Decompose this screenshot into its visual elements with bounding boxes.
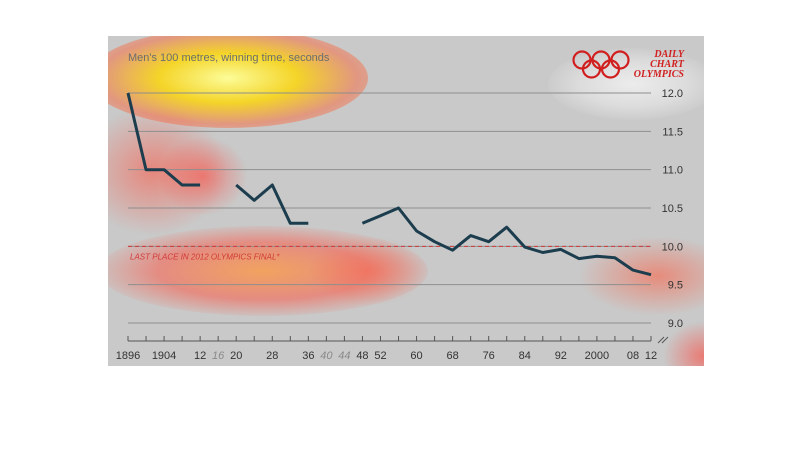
y-tick-label: 9.5: [668, 280, 683, 292]
x-tick-label: 76: [483, 350, 495, 362]
x-tick-label: 1904: [152, 350, 176, 362]
logo-line: DAILY: [654, 49, 684, 60]
x-tick-label: 2000: [585, 350, 609, 362]
x-tick-label: 08: [627, 350, 639, 362]
x-tick-label: 20: [230, 350, 242, 362]
olympics-logo: DAILY CHART OLYMPICS: [572, 48, 684, 82]
x-tick-label: 12: [194, 350, 206, 362]
x-tick-label: 52: [374, 350, 386, 362]
x-tick-label: 92: [555, 350, 567, 362]
data-series-line: [126, 92, 201, 187]
x-tick-label: 40: [320, 350, 333, 362]
x-tick-label: 68: [446, 350, 458, 362]
data-series-line: [361, 206, 652, 277]
logo-line: OLYMPICS: [633, 69, 684, 80]
x-tick-label: 36: [302, 350, 314, 362]
y-tick-label: 12.0: [662, 88, 683, 100]
data-series-line: [235, 183, 309, 225]
y-tick-label: 11.0: [662, 165, 683, 177]
chart-panel: 12.0 11.5 11.0 10.5 10.0 9.5 9.0 1896 1904 12 16 20…: [108, 36, 704, 366]
line-chart: 12.0 11.5 11.0 10.5 10.0 9.5 9.0 1896 1904 12 16 20…: [116, 88, 683, 362]
x-tick-label: 28: [266, 350, 278, 362]
x-tick-label: 1896: [116, 350, 140, 362]
x-tick-label: 16: [212, 350, 225, 362]
logo-line: CHART: [650, 59, 684, 70]
x-tick-label: 12: [645, 350, 657, 362]
x-tick-label: 48: [356, 350, 368, 362]
x-tick-label: 60: [410, 350, 422, 362]
x-tick-label: 44: [338, 350, 350, 362]
y-tick-label: 9.0: [668, 318, 683, 330]
reference-line-label: LAST PLACE IN 2012 OLYMPICS FINAL*: [130, 252, 280, 261]
chart-subtitle: Men's 100 metres, winning time, seconds: [128, 52, 330, 64]
y-tick-label: 10.5: [662, 203, 683, 215]
axis-break-mark: [657, 336, 665, 344]
y-tick-label: 11.5: [662, 126, 683, 138]
axis-break-mark: [661, 336, 669, 344]
logo-text: DAILY CHART OLYMPICS: [634, 50, 684, 80]
olympic-rings-icon: [572, 50, 630, 79]
x-tick-label: 84: [519, 350, 531, 362]
y-tick-label: 10.0: [662, 241, 683, 253]
